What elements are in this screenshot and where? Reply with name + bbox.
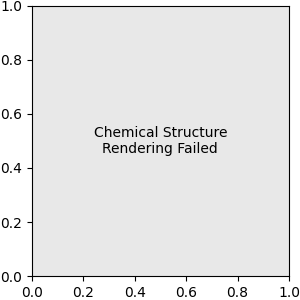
Text: Chemical Structure
Rendering Failed: Chemical Structure Rendering Failed [94,126,227,156]
